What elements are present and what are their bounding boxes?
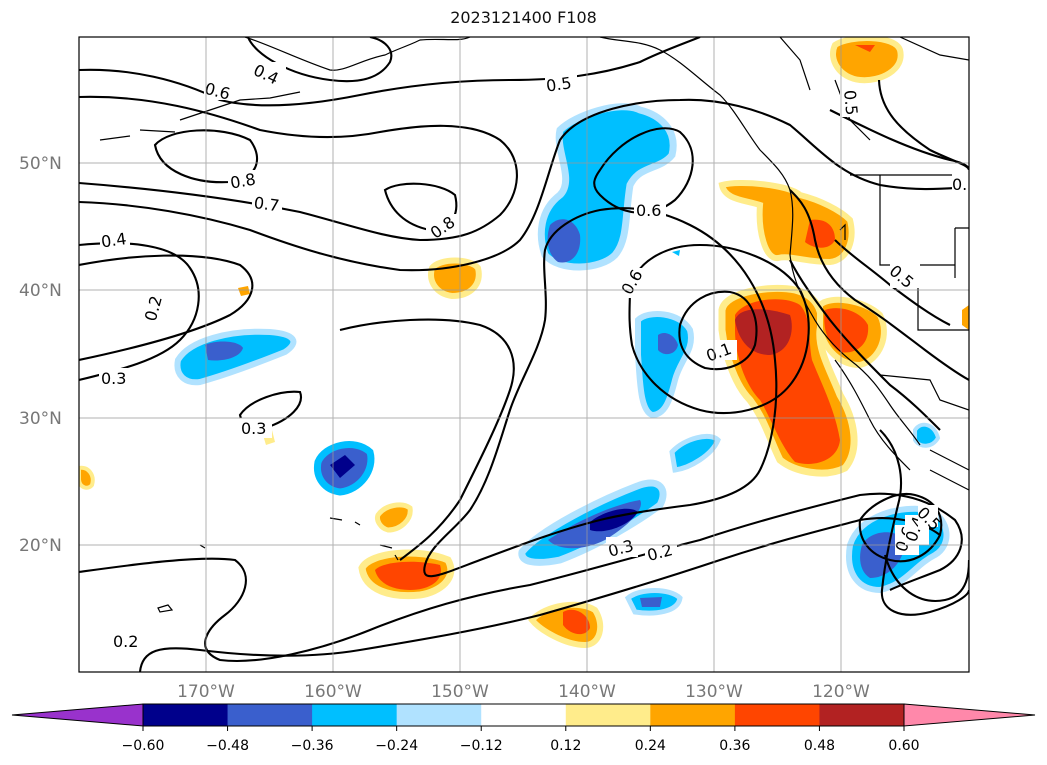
lon-label-150w: 150°W bbox=[431, 682, 489, 702]
contour-label: 0.3 bbox=[241, 419, 266, 438]
colorbar-tick-label: 0.24 bbox=[635, 738, 666, 754]
contour-label: 0.4 bbox=[100, 229, 128, 251]
colorbar-segment bbox=[143, 704, 229, 726]
colorbar-high-extension bbox=[903, 703, 1036, 727]
colorbar-segment bbox=[819, 704, 905, 726]
lon-label-130w: 130°W bbox=[685, 682, 743, 702]
colorbar-segment bbox=[565, 704, 651, 726]
lat-label-50n: 50°N bbox=[19, 154, 62, 174]
colorbar-low-extension bbox=[11, 703, 144, 727]
coastlines bbox=[99, 37, 969, 613]
colorbar-segment bbox=[481, 704, 567, 726]
colorbar-tick-label: −0.12 bbox=[460, 738, 503, 754]
contour-labels: 0.4 0.6 0.8 0.7 0.4 0.2 0.3 0.3 0.2 0.8 … bbox=[99, 60, 977, 652]
colorbar-tick-label: 0.60 bbox=[888, 738, 919, 754]
colorbar-ticks: −0.60 −0.48 −0.36 −0.24 −0.12 0.12 0.24 0.36 0.4… bbox=[122, 726, 920, 754]
contour-label: 0.6 bbox=[636, 201, 661, 220]
colorbar-segment bbox=[734, 704, 820, 726]
lon-label-140w: 140°W bbox=[558, 682, 616, 702]
contour-label: 0.8 bbox=[229, 169, 257, 192]
lon-label-170w: 170°W bbox=[177, 682, 235, 702]
latitude-labels: 50°N 40°N 30°N 20°N bbox=[19, 154, 62, 556]
colorbar-segments bbox=[143, 704, 905, 726]
colorbar-tick-label: 0.48 bbox=[804, 738, 835, 754]
contour-label: 0.5 bbox=[545, 73, 573, 95]
lon-label-160w: 160°W bbox=[304, 682, 362, 702]
contour-label: 0.7 bbox=[253, 193, 281, 215]
negative-anomaly-shading bbox=[174, 103, 950, 616]
map-title: 2023121400 F108 bbox=[450, 8, 597, 27]
colorbar-tick-label: −0.36 bbox=[291, 738, 334, 754]
lon-label-120w: 120°W bbox=[812, 682, 870, 702]
colorbar-segment bbox=[396, 704, 482, 726]
colorbar-tick-label: 0.36 bbox=[719, 738, 750, 754]
colorbar-tick-label: 0.12 bbox=[550, 738, 581, 754]
colorbar-tick-label: −0.48 bbox=[206, 738, 249, 754]
positive-anomaly-shading bbox=[79, 37, 969, 649]
graticule bbox=[79, 37, 969, 672]
longitude-labels: 170°W 160°W 150°W 140°W 130°W 120°W bbox=[177, 682, 870, 702]
lat-label-20n: 20°N bbox=[19, 536, 62, 556]
contour-label: 0.5 bbox=[952, 175, 977, 194]
colorbar-segment bbox=[650, 704, 736, 726]
colorbar-tick-label: −0.24 bbox=[375, 738, 418, 754]
lat-label-40n: 40°N bbox=[19, 281, 62, 301]
lat-label-30n: 30°N bbox=[19, 409, 62, 429]
contour-label: 0.5 bbox=[840, 89, 861, 116]
colorbar-segment bbox=[227, 704, 313, 726]
colorbar-tick-label: −0.60 bbox=[122, 738, 165, 754]
colorbar-segment bbox=[312, 704, 398, 726]
colorbar: −0.60 −0.48 −0.36 −0.24 −0.12 0.12 0.24 0.36 0.4… bbox=[11, 703, 1036, 754]
contour-label: 0.3 bbox=[101, 369, 126, 388]
map-frame bbox=[78, 36, 970, 673]
contour-label: 0.2 bbox=[113, 632, 138, 651]
map-area: 0.4 0.6 0.8 0.7 0.4 0.2 0.3 0.3 0.2 0.8 … bbox=[79, 37, 977, 672]
